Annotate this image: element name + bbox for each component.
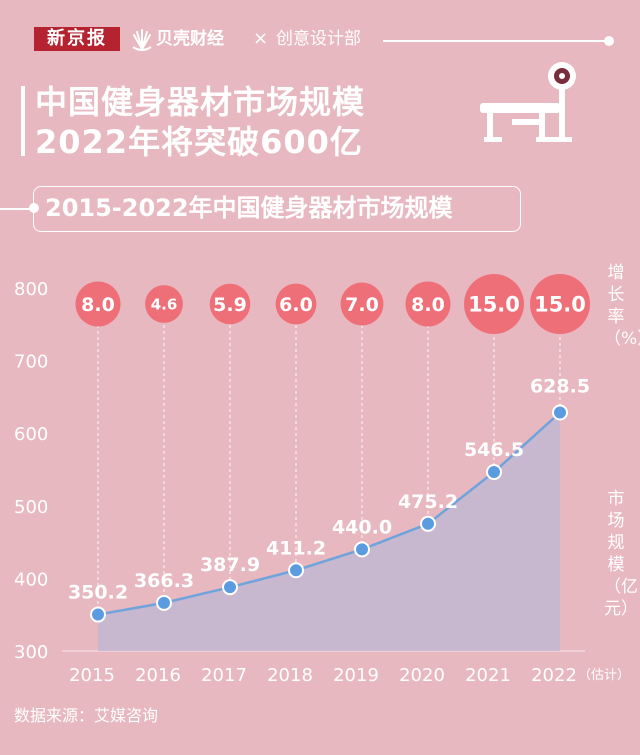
header: 新京报 贝壳财经 × 创意设计部 — [0, 0, 640, 76]
market-size-point — [156, 594, 172, 611]
y-tick-label: 800 — [14, 279, 48, 300]
xinjingbao-logo: 新京报 — [34, 27, 120, 51]
title-accent-bar — [21, 86, 25, 156]
weight-bench-icon — [480, 62, 576, 142]
chart-subtitle: 2015-2022年中国健身器材市场规模 — [45, 194, 453, 222]
x-tick-label: 2022 — [531, 665, 577, 686]
page-title-line1: 中国健身器材市场规模 — [35, 83, 366, 121]
x-tick-label: 2016 — [135, 665, 181, 686]
x-tick-label: 2020 — [399, 665, 445, 686]
growth-bubble — [530, 274, 590, 334]
y-tick-label: 700 — [14, 352, 48, 373]
x-tick-label: 2017 — [201, 665, 247, 686]
market-size-point — [420, 515, 436, 532]
growth-label: 7.0 — [345, 294, 379, 316]
growth-label: 8.0 — [81, 294, 115, 316]
y-tick-label: 300 — [14, 642, 48, 663]
value-label: 411.2 — [266, 537, 326, 559]
growth-label: 8.0 — [411, 294, 445, 316]
value-label: 546.5 — [464, 439, 524, 461]
market-size-point — [90, 606, 106, 623]
y-tick-label: 500 — [14, 497, 48, 518]
x-tick-label: 2021 — [465, 665, 511, 686]
beike-caijing-brand: 贝壳财经 — [156, 29, 224, 49]
data-source: 数据来源：艾媒咨询 — [14, 706, 159, 725]
value-label: 350.2 — [68, 582, 128, 604]
design-dept-brand: 创意设计部 — [276, 29, 361, 49]
x-tick-label: 2019 — [333, 665, 379, 686]
subtitle-frame — [33, 186, 521, 232]
growth-label: 15.0 — [468, 293, 520, 317]
shell-logo-icon — [132, 29, 152, 51]
growth-label: 4.6 — [151, 295, 178, 313]
estimate-note: （估计） — [578, 668, 630, 683]
growth-label: 5.9 — [213, 294, 247, 316]
value-label: 440.0 — [332, 516, 392, 538]
growth-bubble — [209, 283, 251, 325]
header-divider-dot — [604, 36, 614, 46]
value-label: 628.5 — [530, 376, 590, 398]
market-size-point — [552, 404, 568, 421]
market-size-point — [288, 562, 304, 579]
y-tick-label: 400 — [14, 569, 48, 590]
value-label: 475.2 — [398, 491, 458, 513]
market-size-line — [97, 411, 561, 616]
page-title-line2: 2022年将突破600亿 — [35, 123, 363, 161]
market-axis-label: 市场规模（亿元） — [604, 489, 638, 619]
value-label: 366.3 — [134, 570, 194, 592]
subtitle-connector-dot — [29, 203, 39, 213]
growth-bubble — [405, 281, 451, 327]
x-tick-label: 2015 — [69, 665, 115, 686]
header-divider — [383, 40, 613, 42]
growth-bubble — [275, 283, 317, 325]
subtitle-connector — [0, 208, 32, 210]
growth-bubble — [340, 282, 384, 326]
brand-separator: × — [253, 28, 269, 49]
growth-bubble — [464, 274, 524, 334]
market-size-point — [222, 579, 238, 596]
x-tick-label: 2018 — [267, 665, 313, 686]
growth-bubble — [145, 285, 183, 323]
y-tick-label: 600 — [14, 424, 48, 445]
market-size-point — [354, 541, 370, 558]
market-size-point — [486, 464, 502, 481]
growth-bubble — [75, 281, 121, 327]
growth-label: 15.0 — [534, 293, 586, 317]
value-label: 387.9 — [200, 554, 260, 576]
growth-label: 6.0 — [279, 294, 313, 316]
